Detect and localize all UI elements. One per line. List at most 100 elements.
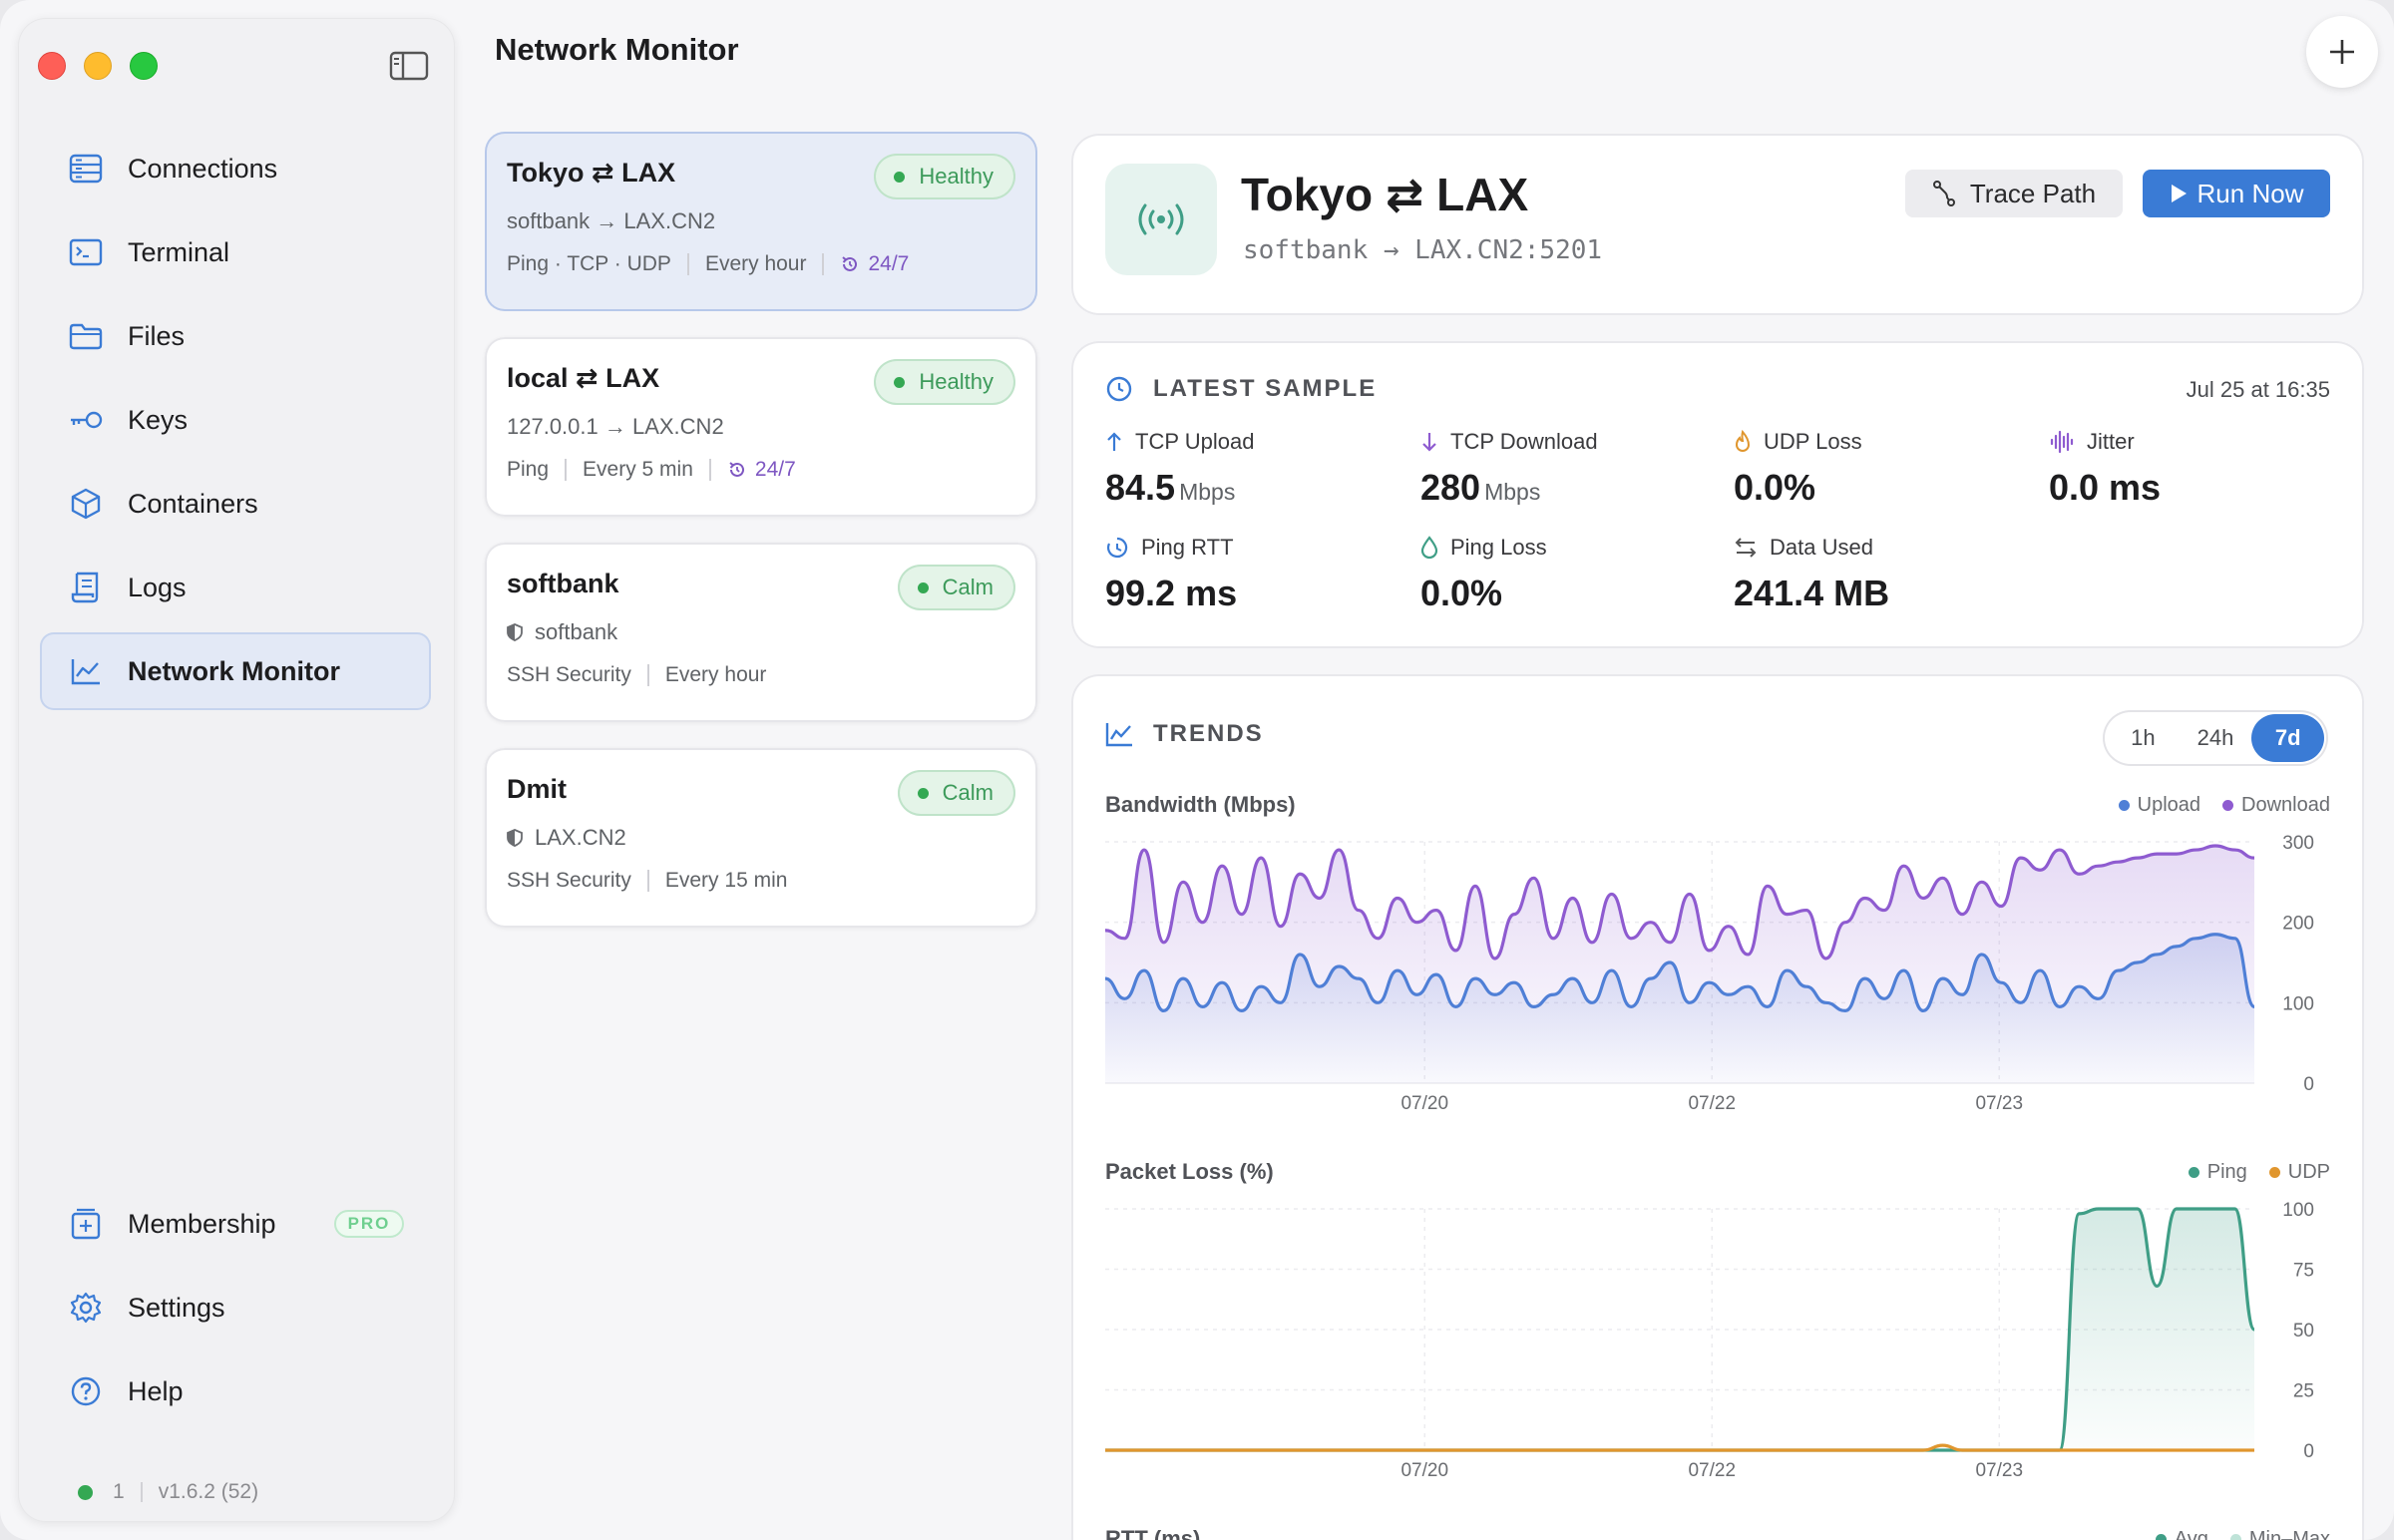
scroll-icon — [68, 570, 104, 605]
monitor-host-label: LAX.CN2 — [535, 825, 626, 850]
metric-unit: Mbps — [1484, 479, 1541, 505]
series-line-upload — [1104, 933, 2255, 1012]
monitor-card-dmit[interactable]: Dmit Calm LAX.CN2 SSH Security Every 15 … — [485, 748, 1037, 928]
sidebar-item-keys[interactable]: Keys — [40, 381, 431, 459]
monitor-card-tokyo-lax[interactable]: Tokyo ⇄ LAX Healthy softbank → LAX.CN2 P… — [485, 132, 1037, 311]
trace-path-button[interactable]: Trace Path — [1905, 170, 2123, 217]
x-tick-label: 07/20 — [1400, 1093, 1448, 1114]
x-tick-label: 07/22 — [1688, 1460, 1736, 1481]
path-icon — [1932, 181, 1955, 206]
monitor-meta: Ping · TCP · UDP Every hour 24/7 — [507, 252, 1015, 276]
close-window-button[interactable] — [38, 52, 66, 80]
legend-download: Download — [2222, 794, 2330, 817]
status-badge: Calm — [897, 770, 1015, 816]
zoom-window-button[interactable] — [130, 52, 158, 80]
sidebar-item-membership[interactable]: Membership PRO — [40, 1185, 431, 1263]
legend-swatch — [2268, 1167, 2280, 1178]
legend-min-max: Min–Max — [2229, 1528, 2330, 1540]
monitor-interval: Every hour — [704, 252, 807, 275]
range-24h[interactable]: 24h — [2196, 725, 2234, 750]
monitor-host: LAX.CN2 — [507, 825, 1015, 851]
metric-udp-loss: UDP Loss 0.0% — [1734, 429, 1862, 509]
x-tick-label: 07/22 — [1688, 1093, 1736, 1114]
sidebar-item-files[interactable]: Files — [40, 297, 431, 375]
legend-swatch — [2229, 1534, 2241, 1540]
sidebar-item-label: Help — [128, 1375, 184, 1406]
sidebar-item-help[interactable]: Help — [40, 1352, 431, 1430]
run-now-button[interactable]: Run Now — [2143, 170, 2330, 217]
plus-icon — [2330, 40, 2354, 64]
question-icon — [68, 1373, 104, 1409]
chart-line-icon — [68, 653, 104, 689]
chart-line-icon — [1105, 723, 1132, 747]
swap-icon — [1735, 538, 1757, 558]
metric-unit: Mbps — [1179, 479, 1236, 505]
divider — [686, 253, 689, 275]
sidebar-item-network-monitor[interactable]: Network Monitor — [40, 632, 431, 710]
rtt-chart-title: RTT (ms) — [1105, 1526, 1201, 1540]
monitor-tests: Ping · TCP · UDP — [507, 252, 671, 275]
monitor-name: Tokyo ⇄ LAX — [507, 158, 676, 188]
arrow-up-icon — [1107, 432, 1121, 451]
series-line-udp — [1105, 1443, 2254, 1452]
schedule-label: 24/7 — [868, 252, 910, 275]
metric-value: 0.0 ms — [2049, 467, 2162, 508]
trends-heading: TRENDS — [1105, 720, 1264, 748]
schedule-icon — [842, 256, 858, 271]
monitor-schedule: 24/7 — [727, 458, 796, 482]
schedule-icon — [729, 462, 744, 477]
rtt-legend: Avg Min–Max — [2134, 1528, 2330, 1540]
divider — [140, 1482, 143, 1502]
divider — [646, 870, 649, 892]
divider — [565, 459, 568, 481]
status-label: Calm — [942, 780, 994, 805]
run-now-label: Run Now — [2196, 178, 2304, 208]
range-1h[interactable]: 1h — [2131, 725, 2156, 750]
metric-ping-rtt: Ping RTT 99.2 ms — [1105, 535, 1237, 614]
sidebar-item-label: Terminal — [128, 236, 230, 267]
monitor-card-softbank[interactable]: softbank Calm softbank SSH Security Ever… — [485, 543, 1037, 722]
monitor-schedule: 24/7 — [840, 252, 909, 276]
monitor-detail-header: Tokyo ⇄ LAX softbank → LAX.CN2:5201 Trac… — [1071, 134, 2364, 315]
sidebar-toggle-icon[interactable] — [389, 50, 429, 82]
latest-sample-panel: LATEST SAMPLE Jul 25 at 16:35 TCP Upload… — [1071, 341, 2364, 648]
metric-label: Data Used — [1770, 535, 1873, 560]
metric-tcp-upload: TCP Upload 84.5 Mbps — [1105, 429, 1254, 509]
app-version: v1.6.2 (52) — [158, 1480, 259, 1503]
packet-loss-chart-title: Packet Loss (%) — [1105, 1159, 1274, 1184]
trends-panel: TRENDS 1h 24h 7d Bandwidth (Mbps) Upload… — [1071, 674, 2364, 1540]
minimize-window-button[interactable] — [84, 52, 112, 80]
status-dot — [917, 581, 929, 593]
metric-label: Ping Loss — [1450, 535, 1547, 560]
sidebar-item-logs[interactable]: Logs — [40, 549, 431, 626]
metric-label: TCP Upload — [1135, 429, 1255, 454]
status-badge: Healthy — [874, 359, 1015, 405]
add-monitor-button[interactable] — [2306, 16, 2378, 88]
monitor-route: softbank → LAX.CN2 — [507, 208, 716, 233]
sample-timestamp: Jul 25 at 16:35 — [2186, 377, 2330, 402]
section-title: TRENDS — [1153, 720, 1264, 747]
monitor-title: Tokyo ⇄ LAX — [1241, 169, 1529, 220]
droplet-icon — [1420, 536, 1438, 560]
sidebar-item-containers[interactable]: Containers — [40, 465, 431, 543]
metric-value: 0.0% — [1420, 573, 1503, 613]
sidebar-item-label: Membership — [128, 1208, 276, 1239]
monitor-name: local ⇄ LAX — [507, 363, 660, 393]
metric-value: 99.2 ms — [1105, 573, 1238, 613]
sidebar-item-settings[interactable]: Settings — [40, 1269, 431, 1347]
status-label: Healthy — [919, 369, 994, 394]
sidebar-item-connections[interactable]: Connections — [40, 130, 431, 207]
sidebar-item-label: Keys — [128, 404, 189, 435]
clock-icon — [1106, 376, 1132, 402]
sidebar-item-terminal[interactable]: Terminal — [40, 213, 431, 291]
monitor-card-local-lax[interactable]: local ⇄ LAX Healthy 127.0.0.1 → LAX.CN2 … — [485, 337, 1037, 517]
range-7d[interactable]: 7d — [2251, 714, 2325, 762]
monitor-list: Tokyo ⇄ LAX Healthy softbank → LAX.CN2 P… — [485, 132, 1037, 954]
monitor-host: softbank — [507, 619, 1015, 645]
broadcast-icon — [1105, 164, 1217, 275]
membership-icon — [68, 1206, 104, 1242]
gear-icon — [68, 1290, 104, 1326]
y-tick-label: 0 — [2303, 1441, 2314, 1462]
y-tick-label: 300 — [2282, 833, 2314, 854]
metric-value: 241.4 MB — [1734, 573, 1890, 613]
